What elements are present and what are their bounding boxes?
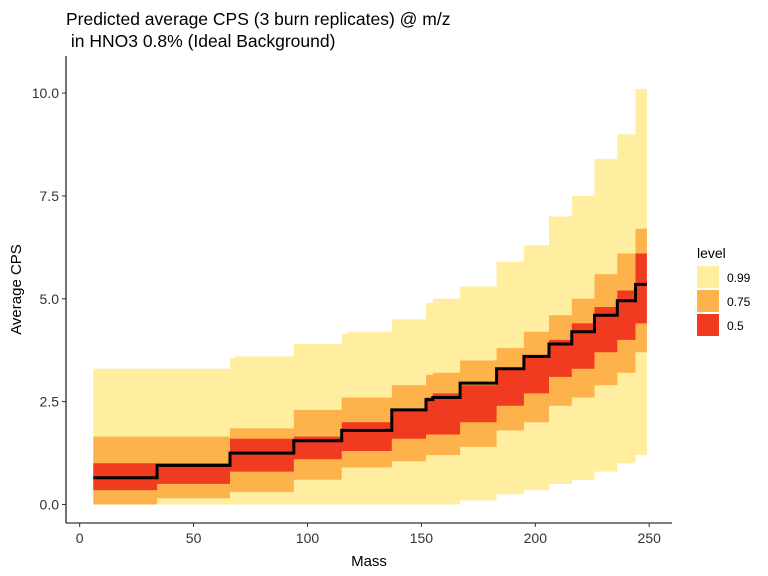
- median-layer: [93, 282, 647, 480]
- y-tick-label: 5.0: [40, 291, 60, 307]
- legend-key-0.75: [697, 290, 719, 312]
- band-0.75: [93, 228, 647, 505]
- y-tick-label: 10.0: [32, 85, 59, 101]
- band-0.5: [93, 253, 647, 491]
- chart-title: Predicted average CPS (3 burn replicates…: [66, 9, 451, 51]
- legend-title: level: [697, 245, 726, 261]
- y-tick-label: 0.0: [40, 496, 60, 512]
- x-tick-label: 50: [186, 530, 202, 546]
- x-tick-label: 0: [76, 530, 84, 546]
- legend-key-0.99: [697, 266, 719, 288]
- y-tick-label: 2.5: [40, 394, 60, 410]
- legend-key-0.5: [697, 314, 719, 336]
- y-axis-title: Average CPS: [8, 244, 25, 335]
- legend-label-0.5: 0.5: [727, 319, 744, 333]
- x-axis-title: Mass: [351, 553, 387, 570]
- band-layer: [93, 88, 647, 505]
- y-tick-label: 7.5: [40, 188, 60, 204]
- median-line: [93, 282, 647, 480]
- axes-layer: 0 50 100 150 200 250 0.0 2.5 5.0 7.5 10.0 Mass Avera…: [8, 56, 672, 570]
- legend-label-0.75: 0.75: [727, 295, 751, 309]
- x-tick-label: 250: [638, 530, 662, 546]
- x-tick-label: 200: [524, 530, 548, 546]
- x-tick-label: 100: [296, 530, 320, 546]
- x-tick-label: 150: [410, 530, 434, 546]
- legend-label-0.99: 0.99: [727, 271, 751, 285]
